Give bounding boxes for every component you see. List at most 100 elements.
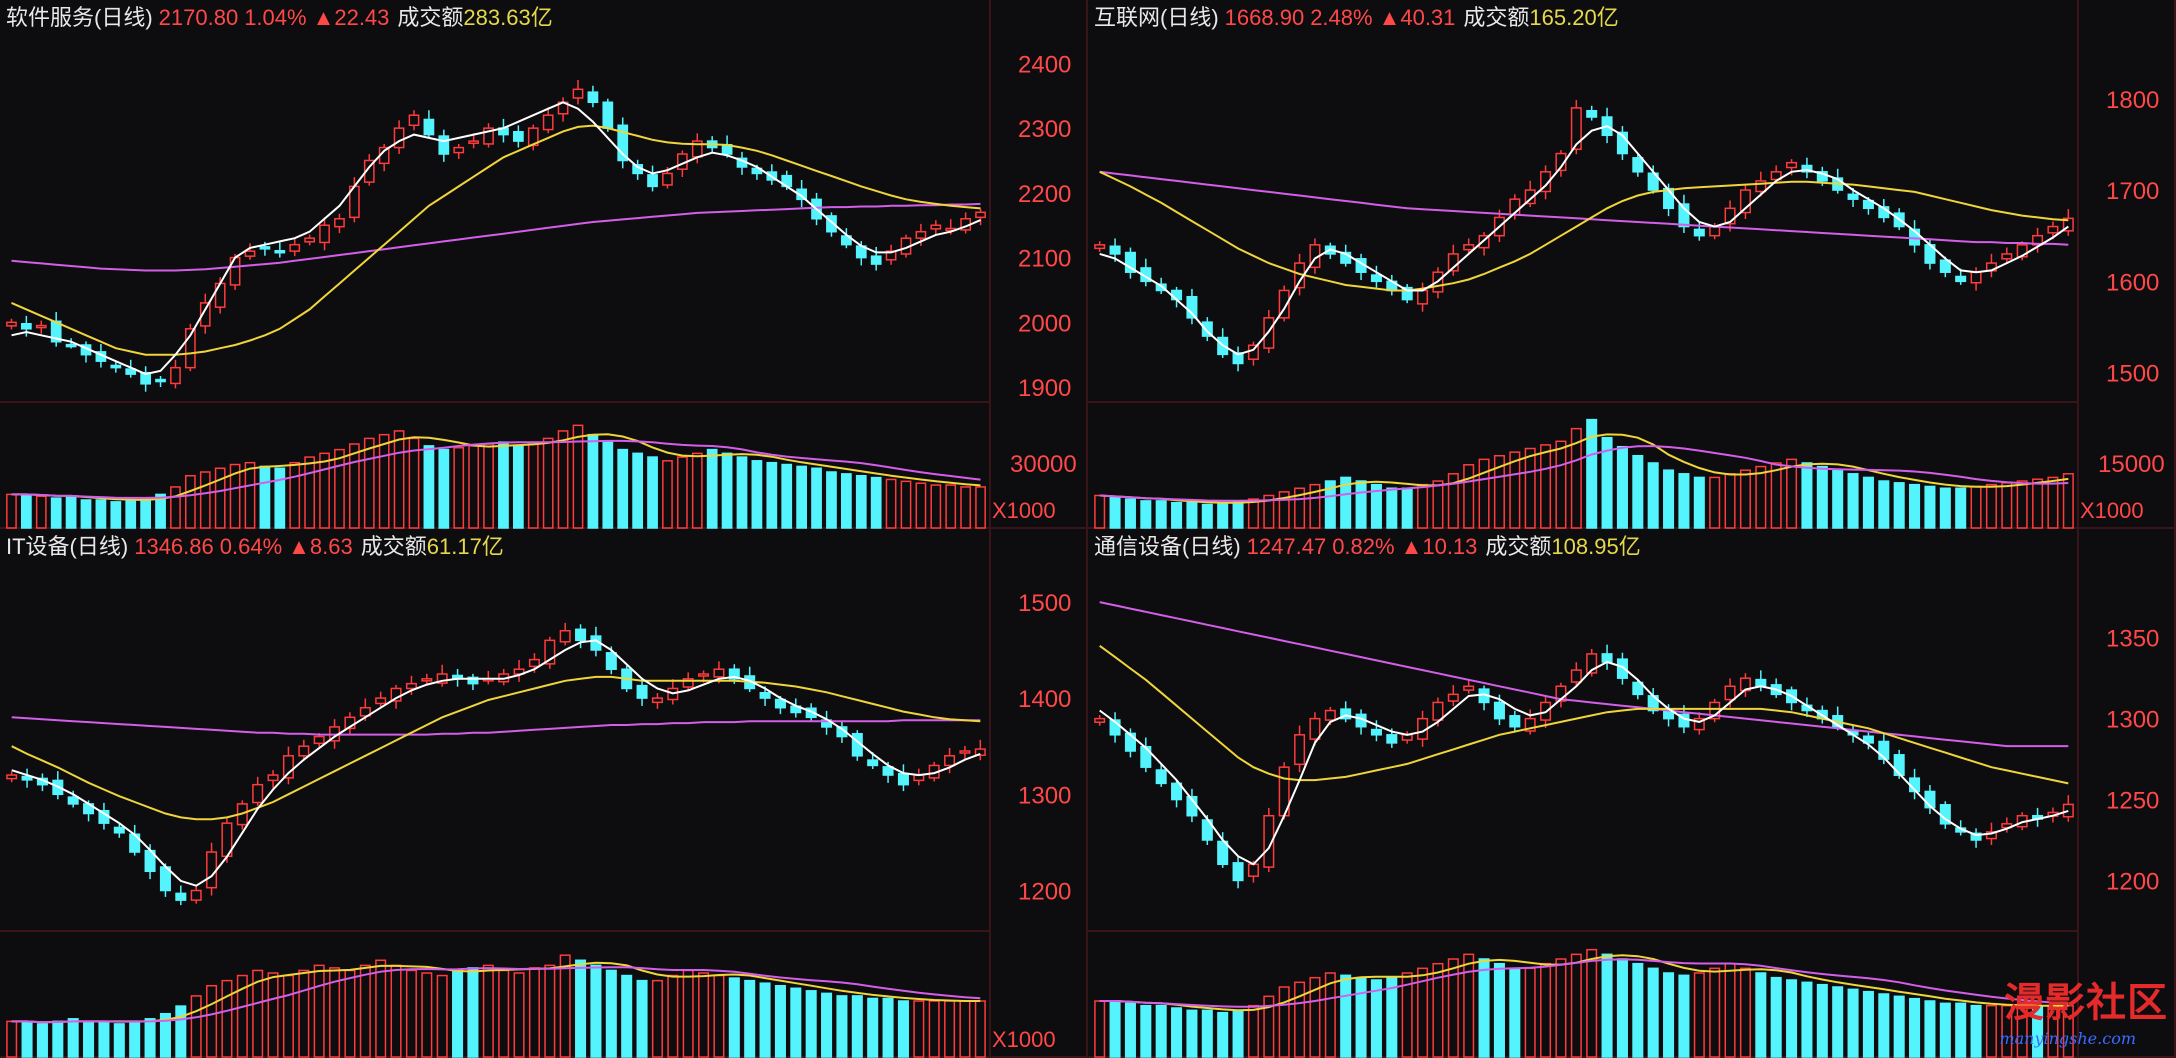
candle-body [1616,131,1628,155]
volume-bar [1340,476,1352,529]
volume-bar [1324,972,1336,1058]
volume-bar [144,1018,156,1058]
volume-bar [1493,962,1505,1058]
volume-bar [1463,953,1475,1058]
volume-bar [1124,1002,1136,1058]
panel-software-services: 2400 2300 2200 2100 2000 1900 30000 X1000 软件服务(… [0,0,1088,529]
candle-body [1140,745,1152,768]
volume-bar [498,969,510,1058]
volume-bar [1247,498,1259,529]
candle-body [282,755,294,779]
candle-body [882,766,894,776]
volume-bar [944,1000,956,1058]
candle-body [682,678,694,688]
volume-bar [252,969,264,1058]
index-name[interactable]: 通信设备(日线) [1094,534,1241,559]
volume-bar [1263,995,1275,1058]
candle-body [1555,152,1567,172]
candle-body [1370,728,1382,736]
candle-body [244,250,256,257]
index-name[interactable]: 软件服务(日线) [6,5,153,30]
volume-bar [468,445,480,529]
candle-body [113,826,125,834]
y-tick-label: 1300 [1018,782,1071,809]
volume-bar [393,430,405,529]
volume-ma5-line [11,961,981,1024]
candle-body [544,639,556,665]
candle-body [1909,228,1921,246]
volume-bar [1862,476,1874,529]
volume-bar [1739,469,1751,529]
volume-bar [1493,454,1505,529]
candle-body [184,328,196,369]
chart-svg: 1500 1400 1300 1200 X1000 [0,529,1088,1058]
candle-body [1463,685,1475,691]
ma5-line [11,639,981,887]
candle-body [1862,735,1874,744]
volume-bar [408,437,420,529]
volume-bar [544,964,556,1058]
candle-body [438,135,450,155]
volume-bar [2047,476,2059,529]
volume-bar [1171,1007,1183,1058]
candle-body [1893,754,1905,777]
candle-body [1309,717,1321,740]
ma5-line [1099,125,2069,356]
volume-bar [1540,962,1552,1058]
volume-bar [1816,465,1828,529]
volume-bar [790,987,802,1058]
candle-body [259,246,271,250]
chart-svg: 1800 1700 1600 1500 15000 X1000 [1088,0,2176,529]
volume-bar [1570,427,1582,529]
volume-bar [199,471,211,529]
candle-body [698,673,710,677]
candle-body [170,366,181,385]
volume-bar [298,969,310,1058]
index-name[interactable]: IT设备(日线) [6,534,129,559]
volume-bar [840,473,852,529]
candle-body [774,698,786,709]
candle-body [1186,295,1198,319]
candle-body [206,851,218,889]
volume-bar [774,984,786,1058]
volume-bar [1201,1009,1213,1058]
volume-bar [1509,451,1521,529]
volume-bar [572,424,584,529]
volume-bar [1985,1004,1997,1058]
volume-bar [1955,1002,1967,1058]
panel-internet: 1800 1700 1600 1500 15000 X1000 互联网(日线) 1668.9… [1088,0,2176,529]
candle-body [140,371,152,385]
volume-bar [52,1020,64,1058]
candle-body [867,759,879,767]
index-name[interactable]: 互联网(日线) [1094,5,1219,30]
volume-bar [184,474,196,529]
candle-body [214,282,226,308]
volume-bar [1970,1004,1982,1058]
volume-bar [1309,483,1321,529]
candle-body [915,230,927,239]
y-tick-label: 2300 [1018,116,1071,143]
volume-bar [6,1020,18,1058]
volume-bar [759,982,771,1058]
volume-bar [159,1012,171,1058]
candle-body [1124,251,1136,273]
volume-ma10-line [1099,958,2069,1008]
candle-body [959,750,971,754]
candle-body [1555,685,1567,702]
volume-bar [1801,981,1813,1058]
candle-body [944,755,956,767]
candle-body [375,697,387,705]
volume-bar [721,452,733,529]
volume-bar [1340,974,1352,1058]
volume-bar [512,445,524,529]
volume-bar [175,1005,187,1058]
volume-bar [1463,464,1475,529]
candle-body [35,324,47,329]
volume-bar [1386,487,1398,529]
volume-bar [744,979,756,1058]
volume-bar [236,974,248,1058]
volume-bar [267,972,279,1058]
index-pct: 0.64% [219,534,283,559]
volume-bar [1601,953,1613,1058]
volume-bar [452,969,464,1058]
